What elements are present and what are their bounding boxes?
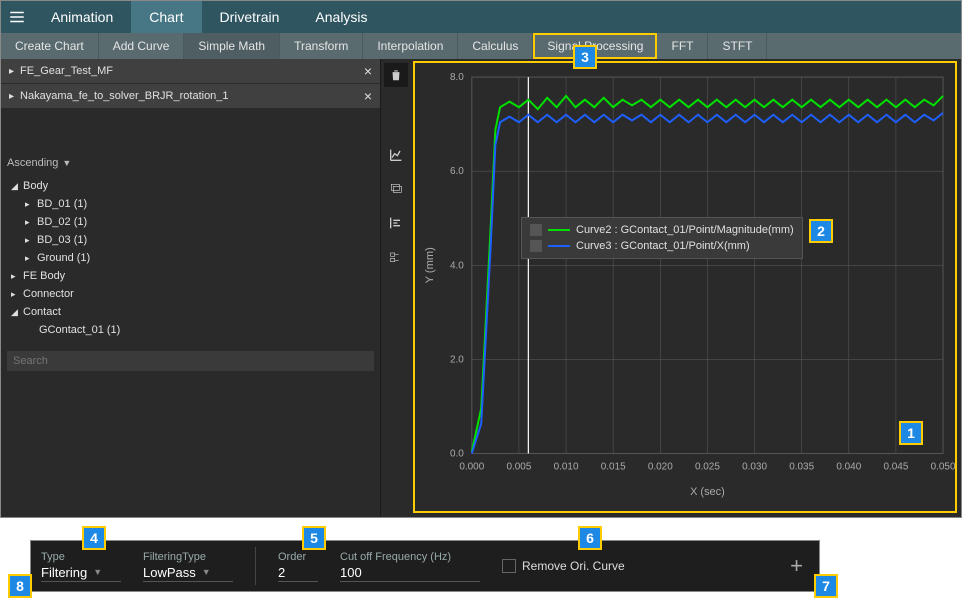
content-row: 3 ▸ FE_Gear_Test_MF × ▸ Nakayama_fe_to_s… bbox=[1, 59, 961, 517]
callout-5: 5 bbox=[302, 526, 326, 550]
svg-text:4.0: 4.0 bbox=[450, 260, 464, 271]
legend-item[interactable]: Curve3 : GContact_01/Point/X(mm) bbox=[530, 238, 794, 254]
svg-text:0.015: 0.015 bbox=[601, 462, 626, 473]
tree-connector[interactable]: ▸Connector bbox=[11, 285, 380, 303]
legend-label: Curve2 : GContact_01/Point/Magnitude(mm) bbox=[576, 222, 794, 238]
tree-item[interactable]: ▸Ground (1) bbox=[11, 249, 380, 267]
search-row bbox=[1, 347, 380, 375]
tool-column bbox=[381, 59, 411, 517]
bottom-bar-wrap: 4 5 6 7 8 Type Filtering▼ FilteringType … bbox=[30, 540, 820, 592]
tree-febody[interactable]: ▸FE Body bbox=[11, 267, 380, 285]
sub-interpolation[interactable]: Interpolation bbox=[363, 33, 458, 59]
sub-create-chart[interactable]: Create Chart bbox=[1, 33, 99, 59]
svg-text:0.0: 0.0 bbox=[450, 448, 464, 459]
legend[interactable]: Curve2 : GContact_01/Point/Magnitude(mm)… bbox=[521, 217, 803, 259]
svg-text:0.020: 0.020 bbox=[648, 462, 673, 473]
main-tab-drivetrain[interactable]: Drivetrain bbox=[202, 1, 298, 33]
close-icon[interactable]: × bbox=[364, 88, 372, 104]
svg-text:0.030: 0.030 bbox=[742, 462, 767, 473]
checkbox-icon[interactable] bbox=[502, 559, 516, 573]
file-name: Nakayama_fe_to_solver_BRJR_rotation_1 bbox=[20, 90, 229, 102]
callout-3: 3 bbox=[573, 45, 597, 69]
top-menu-bar: Animation Chart Drivetrain Analysis bbox=[1, 1, 961, 33]
svg-text:0.040: 0.040 bbox=[836, 462, 861, 473]
svg-text:8.0: 8.0 bbox=[450, 72, 464, 83]
file-name: FE_Gear_Test_MF bbox=[20, 65, 113, 77]
checkbox-label: Remove Ori. Curve bbox=[522, 559, 625, 573]
svg-text:Y (mm): Y (mm) bbox=[424, 247, 436, 283]
sort-dropdown[interactable]: Ascending▼ bbox=[1, 149, 380, 175]
svg-text:2.0: 2.0 bbox=[450, 354, 464, 365]
cutoff-field[interactable]: Cut off Frequency (Hz) 100 bbox=[340, 551, 480, 582]
sub-fft[interactable]: FFT bbox=[657, 33, 708, 59]
main-tab-analysis[interactable]: Analysis bbox=[297, 1, 385, 33]
close-icon[interactable]: × bbox=[364, 63, 372, 79]
svg-text:0.010: 0.010 bbox=[554, 462, 579, 473]
tree-body[interactable]: ◢Body bbox=[11, 177, 380, 195]
svg-text:0.035: 0.035 bbox=[789, 462, 814, 473]
chart-line-icon[interactable] bbox=[386, 145, 406, 165]
hamburger-menu[interactable] bbox=[1, 1, 33, 33]
svg-text:0.000: 0.000 bbox=[459, 462, 484, 473]
filter-bar: Type Filtering▼ FilteringType LowPass▼ O… bbox=[30, 540, 820, 592]
file-row-2[interactable]: ▸ Nakayama_fe_to_solver_BRJR_rotation_1 … bbox=[1, 84, 380, 109]
type-field[interactable]: Type Filtering▼ bbox=[41, 551, 121, 582]
svg-text:0.025: 0.025 bbox=[695, 462, 720, 473]
filtering-type-field[interactable]: FilteringType LowPass▼ bbox=[143, 551, 233, 582]
tree-view: ◢Body ▸BD_01 (1) ▸BD_02 (1) ▸BD_03 (1) ▸… bbox=[1, 175, 380, 339]
callout-6: 6 bbox=[578, 526, 602, 550]
align-icon[interactable] bbox=[386, 213, 406, 233]
file-row-1[interactable]: ▸ FE_Gear_Test_MF × bbox=[1, 59, 380, 84]
chevron-right-icon: ▸ bbox=[9, 66, 14, 77]
main-tab-chart[interactable]: Chart bbox=[131, 1, 201, 33]
field-label: Type bbox=[41, 551, 121, 563]
sub-stft[interactable]: STFT bbox=[708, 33, 767, 59]
field-label: FilteringType bbox=[143, 551, 233, 563]
field-label: Cut off Frequency (Hz) bbox=[340, 551, 480, 563]
field-label: Order bbox=[278, 551, 318, 563]
add-icon[interactable]: + bbox=[784, 553, 809, 579]
svg-text:6.0: 6.0 bbox=[450, 166, 464, 177]
left-panel: ▸ FE_Gear_Test_MF × ▸ Nakayama_fe_to_sol… bbox=[1, 59, 381, 517]
order-field[interactable]: Order 2 bbox=[278, 551, 318, 582]
layers-icon[interactable] bbox=[386, 179, 406, 199]
remove-curve-checkbox[interactable]: Remove Ori. Curve bbox=[502, 559, 625, 573]
group-icon[interactable] bbox=[386, 247, 406, 267]
callout-8: 8 bbox=[8, 574, 32, 598]
checkbox-icon[interactable] bbox=[530, 240, 542, 252]
app-root: Animation Chart Drivetrain Analysis Crea… bbox=[0, 0, 962, 592]
chart-canvas[interactable]: 0.000 0.005 0.010 0.015 0.020 0.025 0.030 0.035… bbox=[417, 65, 955, 509]
sub-calculus[interactable]: Calculus bbox=[458, 33, 533, 59]
callout-2: 2 bbox=[809, 219, 833, 243]
search-input[interactable] bbox=[7, 351, 374, 371]
delete-icon[interactable] bbox=[384, 63, 408, 87]
chevron-right-icon: ▸ bbox=[9, 91, 14, 102]
main-tab-animation[interactable]: Animation bbox=[33, 1, 131, 33]
main-panel: Animation Chart Drivetrain Analysis Crea… bbox=[0, 0, 962, 518]
color-swatch bbox=[548, 229, 570, 231]
legend-label: Curve3 : GContact_01/Point/X(mm) bbox=[576, 238, 750, 254]
tree-item[interactable]: ▸BD_01 (1) bbox=[11, 195, 380, 213]
checkbox-icon[interactable] bbox=[530, 224, 542, 236]
tree-item[interactable]: ▸BD_02 (1) bbox=[11, 213, 380, 231]
color-swatch bbox=[548, 245, 570, 247]
svg-text:0.050: 0.050 bbox=[931, 462, 955, 473]
chart-area: 0.000 0.005 0.010 0.015 0.020 0.025 0.030 0.035… bbox=[411, 59, 961, 517]
svg-text:0.045: 0.045 bbox=[883, 462, 908, 473]
sub-simple-math[interactable]: Simple Math bbox=[184, 33, 280, 59]
tree-item[interactable]: ▸BD_03 (1) bbox=[11, 231, 380, 249]
svg-text:0.005: 0.005 bbox=[506, 462, 531, 473]
sub-transform[interactable]: Transform bbox=[280, 33, 363, 59]
tree-contact[interactable]: ◢Contact bbox=[11, 303, 380, 321]
sub-add-curve[interactable]: Add Curve bbox=[99, 33, 185, 59]
tree-item[interactable]: GContact_01 (1) bbox=[11, 321, 380, 339]
callout-4: 4 bbox=[82, 526, 106, 550]
svg-text:X (sec): X (sec) bbox=[690, 486, 725, 498]
sub-toolbar: Create Chart Add Curve Simple Math Trans… bbox=[1, 33, 961, 59]
callout-7: 7 bbox=[814, 574, 838, 598]
callout-1: 1 bbox=[899, 421, 923, 445]
legend-item[interactable]: Curve2 : GContact_01/Point/Magnitude(mm) bbox=[530, 222, 794, 238]
